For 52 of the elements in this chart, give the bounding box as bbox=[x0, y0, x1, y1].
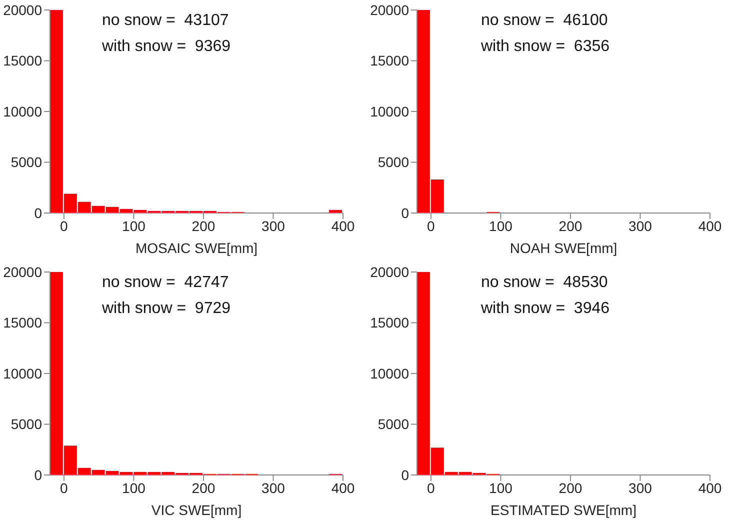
y-tick-label: 20000 bbox=[3, 263, 42, 280]
x-tick-label: 300 bbox=[628, 479, 652, 496]
annotation: with snow = 6356 bbox=[481, 38, 610, 56]
x-tick-label: 0 bbox=[427, 218, 436, 234]
annotation: with snow = 3946 bbox=[481, 300, 610, 318]
y-tick-label: 15000 bbox=[3, 314, 42, 330]
x-tick-label: 300 bbox=[262, 479, 286, 496]
x-tick-label: 400 bbox=[331, 218, 355, 234]
x-tick-label: 100 bbox=[122, 218, 146, 234]
x-tick-label: 200 bbox=[558, 479, 582, 496]
x-tick-label: 300 bbox=[628, 218, 652, 234]
y-tick-label: 5000 bbox=[10, 416, 42, 432]
annotation: no snow = 42747 bbox=[102, 274, 229, 292]
x-tick-label: 400 bbox=[698, 218, 722, 234]
x-tick-label: 200 bbox=[558, 218, 582, 234]
x-axis-title: NOAH SWE[mm] bbox=[510, 240, 618, 256]
annotation: with snow = 9369 bbox=[102, 38, 231, 56]
x-tick-label: 0 bbox=[427, 479, 436, 496]
y-tick-label: 0 bbox=[401, 204, 410, 221]
y-tick-label: 15000 bbox=[370, 52, 410, 69]
annotation: no snow = 46100 bbox=[481, 12, 608, 30]
y-tick-label: 15000 bbox=[3, 52, 42, 69]
y-tick-label: 10000 bbox=[370, 364, 410, 381]
x-tick-label: 0 bbox=[60, 218, 68, 234]
annotation: no snow = 48530 bbox=[481, 274, 608, 292]
y-tick-label: 20000 bbox=[370, 263, 410, 280]
y-tick-label: 20000 bbox=[3, 2, 42, 18]
y-tick-label: 0 bbox=[401, 466, 410, 482]
x-tick-label: 200 bbox=[192, 218, 216, 234]
y-tick-label: 0 bbox=[34, 466, 42, 482]
x-axis-title: ESTIMATED SWE[mm] bbox=[490, 502, 636, 518]
y-tick-label: 0 bbox=[34, 204, 42, 221]
annotation: with snow = 9729 bbox=[102, 300, 231, 318]
x-tick-label: 400 bbox=[331, 479, 355, 496]
y-tick-label: 5000 bbox=[378, 154, 410, 170]
y-tick-label: 10000 bbox=[370, 103, 410, 120]
x-tick-label: 0 bbox=[60, 479, 68, 496]
x-axis-title: VIC SWE[mm] bbox=[151, 502, 242, 518]
y-tick-label: 5000 bbox=[378, 416, 410, 432]
y-tick-label: 15000 bbox=[370, 314, 410, 330]
x-tick-label: 300 bbox=[262, 218, 286, 234]
y-tick-label: 5000 bbox=[10, 154, 42, 170]
x-axis-title: MOSAIC SWE[mm] bbox=[135, 240, 258, 256]
y-tick-label: 10000 bbox=[3, 103, 42, 120]
x-tick-label: 100 bbox=[122, 479, 146, 496]
x-tick-label: 200 bbox=[192, 479, 216, 496]
x-tick-label: 100 bbox=[489, 218, 513, 234]
y-tick-label: 10000 bbox=[3, 364, 42, 381]
x-tick-label: 100 bbox=[489, 479, 513, 496]
y-tick-label: 20000 bbox=[370, 2, 410, 18]
annotation: no snow = 43107 bbox=[102, 12, 229, 30]
x-tick-label: 400 bbox=[698, 479, 722, 496]
